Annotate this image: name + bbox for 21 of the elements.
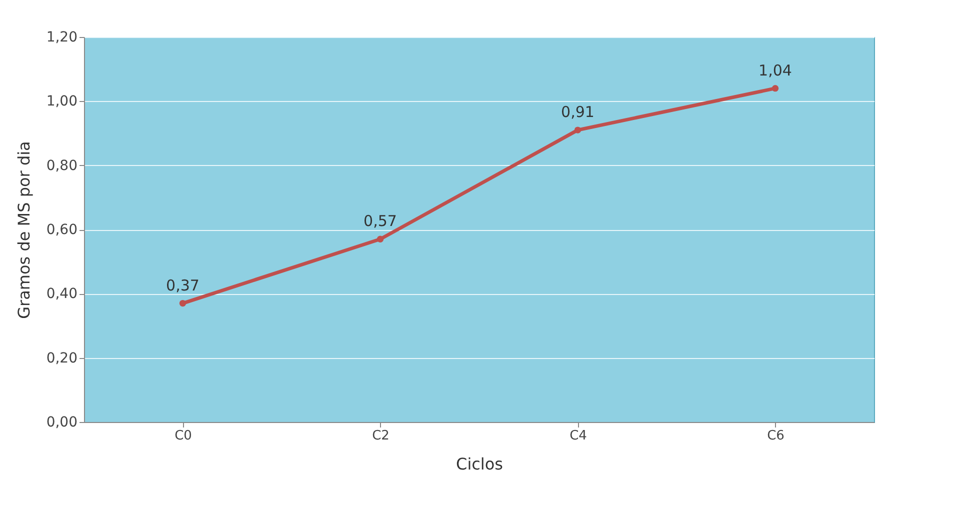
point — [574, 126, 582, 134]
point — [179, 300, 186, 307]
x-tick-label: C4 — [570, 428, 587, 444]
point — [772, 84, 779, 92]
point — [376, 236, 384, 242]
y-axis-title: Gramos de MS por dia — [14, 141, 34, 319]
y-tick-label: 0,40 — [46, 286, 78, 302]
y-tick-label: 1,20 — [46, 30, 78, 46]
x-axis-title: Ciclos — [456, 454, 503, 474]
data-label: 0,37 — [166, 276, 200, 294]
y-tick-label: 0,60 — [46, 222, 78, 238]
x-tick-label: C6 — [767, 428, 784, 444]
y-tick-label: 0,00 — [46, 414, 78, 430]
x-tick-label: C0 — [174, 428, 192, 444]
data-label: 0,91 — [561, 103, 594, 122]
y-tick-label: 0,20 — [46, 350, 78, 366]
y-tick-label: 1,00 — [46, 94, 78, 110]
x-tick-label: C2 — [372, 428, 390, 444]
y-tick-label: 0,80 — [46, 158, 78, 174]
data-label: 0,57 — [364, 212, 397, 230]
data-label: 1,04 — [758, 61, 792, 80]
